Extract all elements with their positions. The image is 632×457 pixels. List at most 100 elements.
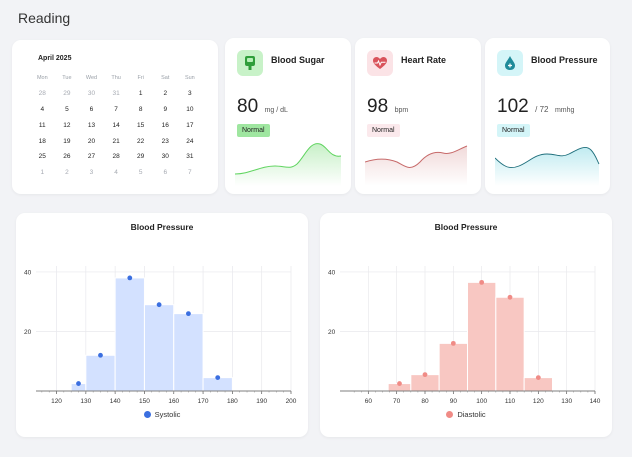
blood-pressure-diastolic: / 72 (535, 105, 549, 114)
blood-sugar-title: Blood Sugar (271, 55, 325, 65)
heart-rate-card[interactable]: Heart Rate 98 bpm Normal (355, 38, 481, 194)
diastolic-chart-title: Blood Pressure (434, 222, 498, 232)
heart-rate-number: 98 (367, 96, 389, 117)
calendar-day[interactable]: 28 (38, 90, 46, 98)
x-tick-label: 160 (168, 398, 179, 405)
histogram-bar[interactable] (85, 354, 116, 392)
calendar-day[interactable]: 8 (138, 105, 143, 113)
calendar-day[interactable]: 5 (65, 105, 69, 113)
systolic-histogram: 20 40 120 130 140 150 160 170 180 190 200 (24, 266, 297, 405)
calendar-day[interactable]: 24 (186, 137, 194, 145)
histogram-bar[interactable] (114, 277, 145, 392)
data-point[interactable] (535, 375, 541, 381)
calendar-day[interactable]: 19 (63, 137, 71, 145)
calendar-day[interactable]: 13 (87, 121, 96, 129)
calendar-day[interactable]: 30 (161, 153, 169, 161)
y-tick-label: 20 (24, 329, 32, 336)
calendar-day[interactable]: 1 (138, 90, 143, 98)
blood-pressure-status-badge: Normal (497, 124, 530, 137)
calendar-day[interactable]: 25 (38, 153, 46, 161)
x-tick-label: 150 (139, 398, 150, 405)
weekday-label: Sun (184, 74, 195, 81)
calendar-day[interactable]: 6 (89, 105, 94, 113)
calendar-day[interactable]: 14 (112, 121, 120, 129)
calendar-day[interactable]: 30 (87, 90, 96, 98)
calendar-day[interactable]: 31 (186, 153, 194, 161)
systolic-legend-label: Systolic (154, 410, 181, 419)
calendar-day[interactable]: 4 (40, 105, 45, 113)
calendar-day[interactable]: 2 (163, 90, 168, 98)
calendar-day[interactable]: 22 (137, 137, 145, 145)
glucose-meter-icon (237, 50, 263, 76)
weekday-label: Wed (85, 74, 98, 81)
histogram-bar[interactable] (410, 374, 440, 392)
weekday-label: Thu (111, 74, 121, 81)
y-tick-label: 20 (328, 329, 336, 336)
calendar-day[interactable]: 2 (65, 169, 69, 177)
x-tick-label: 100 (476, 398, 487, 405)
calendar-day[interactable]: 3 (89, 169, 94, 177)
calendar-day[interactable]: 21 (112, 137, 120, 145)
histogram-bar[interactable] (438, 342, 468, 392)
blood-pressure-sparkline (495, 147, 600, 186)
calendar-day[interactable]: 20 (87, 137, 96, 145)
calendar-day[interactable]: 9 (163, 105, 168, 113)
calendar-day[interactable]: 31 (112, 90, 120, 98)
diastolic-histogram: 20 40 60 70 80 90 100 110 120 130 140 (328, 266, 601, 405)
calendar-day[interactable]: 15 (137, 121, 145, 129)
data-point[interactable] (215, 375, 221, 381)
blood-pressure-card[interactable]: Blood Pressure 102 / 72 mmhg Normal (485, 38, 610, 194)
calendar-day[interactable]: 16 (161, 121, 169, 129)
histogram-bar[interactable] (173, 313, 204, 392)
calendar-grid: Mon Tue Wed Thu Fri Sat Sun 28 29 30 31 1 2 3 4 5 6 7 8 9 10… (30, 70, 218, 181)
calendar-day[interactable]: 29 (137, 153, 145, 161)
calendar-day[interactable]: 1 (40, 169, 45, 177)
systolic-chart-panel: Blood Pressure 20 40 120 130 140 150 160 170 180… (16, 213, 308, 437)
diastolic-legend-label: Diastolic (457, 410, 486, 419)
x-tick-label: 200 (286, 398, 297, 405)
calendar-day[interactable]: 11 (38, 121, 46, 129)
data-point[interactable] (479, 279, 485, 285)
data-point[interactable] (507, 294, 513, 300)
diastolic-legend[interactable]: Diastolic (320, 410, 612, 419)
systolic-legend-dot (143, 411, 151, 418)
histogram-bar[interactable] (143, 304, 175, 392)
x-tick-label: 190 (256, 398, 267, 405)
data-point[interactable] (186, 311, 191, 317)
data-point[interactable] (127, 275, 133, 281)
data-point[interactable] (98, 352, 103, 358)
histogram-bar[interactable] (495, 296, 525, 392)
x-tick-label: 170 (198, 398, 209, 405)
calendar-day[interactable]: 5 (138, 169, 143, 177)
x-tick-label: 80 (421, 398, 429, 405)
calendar-day[interactable]: 7 (114, 105, 118, 113)
diastolic-legend-dot (446, 411, 454, 418)
systolic-legend[interactable]: Systolic (16, 410, 308, 419)
calendar-day[interactable]: 27 (87, 153, 96, 161)
calendar-day[interactable]: 7 (188, 169, 192, 177)
calendar-day[interactable]: 29 (63, 90, 71, 98)
data-point[interactable] (76, 381, 81, 386)
calendar-day[interactable]: 4 (114, 169, 118, 177)
blood-pressure-unit: mmhg (554, 107, 575, 114)
x-tick-label: 70 (393, 398, 401, 405)
calendar-day[interactable]: 18 (38, 137, 46, 145)
weekday-label: Fri (137, 74, 144, 81)
data-point[interactable] (397, 381, 402, 386)
calendar-day[interactable]: 17 (186, 121, 194, 129)
histogram-bar[interactable] (467, 281, 497, 392)
calendar-day[interactable]: 6 (163, 169, 168, 177)
calendar-day[interactable]: 28 (112, 153, 120, 161)
calendar-day[interactable]: 23 (161, 137, 169, 145)
calendar-day[interactable]: 12 (63, 121, 71, 129)
weekday-label: Mon (36, 74, 48, 81)
heart-rate-value: 98 bpm (367, 96, 408, 118)
calendar-day[interactable]: 10 (186, 105, 194, 113)
blood-drop-icon (497, 50, 523, 76)
data-point[interactable] (422, 372, 428, 378)
blood-sugar-card[interactable]: Blood Sugar 80 mg / dL Normal (225, 38, 351, 194)
calendar-day[interactable]: 3 (188, 90, 192, 98)
data-point[interactable] (156, 302, 162, 308)
data-point[interactable] (450, 340, 456, 346)
calendar-day[interactable]: 26 (63, 153, 71, 161)
